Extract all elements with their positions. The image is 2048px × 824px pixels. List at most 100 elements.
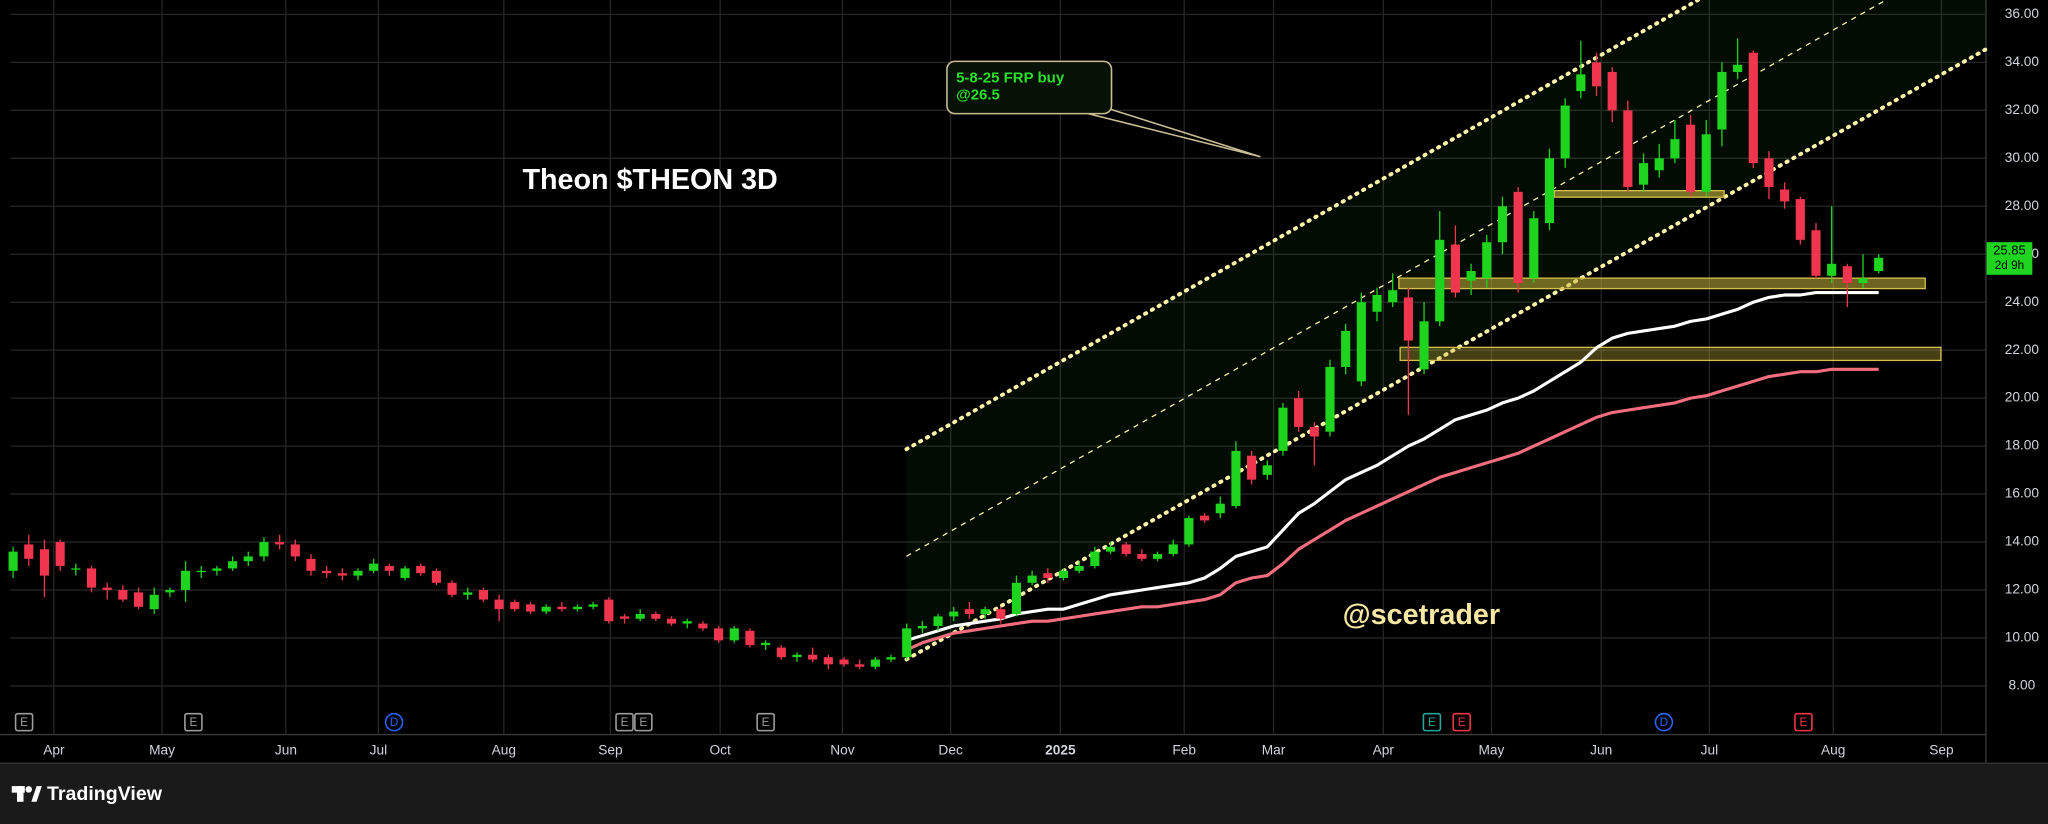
candle-body — [682, 621, 692, 624]
candle-body — [275, 542, 285, 545]
candle-body — [306, 558, 316, 571]
x-tick-label: Apr — [43, 742, 65, 757]
x-tick-label: Nov — [830, 742, 855, 757]
candle-body — [1215, 503, 1225, 514]
candle-body — [322, 570, 332, 574]
candle-body — [1074, 566, 1084, 571]
candle-body — [384, 566, 394, 571]
candle-body — [1607, 71, 1617, 111]
candle-body — [102, 587, 112, 590]
candle-body — [1105, 546, 1116, 552]
x-tick-label: Mar — [1262, 742, 1286, 757]
y-tick-label: 30.00 — [2005, 150, 2040, 165]
y-tick-label: 8.00 — [2009, 678, 2036, 693]
event-label: E — [1428, 716, 1436, 729]
y-tick-label: 16.00 — [2005, 486, 2040, 501]
x-tick-label: Jun — [1590, 742, 1612, 757]
candle-body — [572, 606, 583, 610]
candle-body — [1858, 278, 1868, 284]
candle-body — [447, 582, 457, 595]
candle-body — [55, 542, 65, 567]
candle-body — [1795, 199, 1805, 240]
candle-body — [1152, 554, 1163, 559]
candle-body — [8, 551, 18, 571]
y-tick-label: 32.00 — [2005, 102, 2040, 117]
candle-body — [792, 654, 802, 658]
candle-body — [541, 606, 551, 612]
x-tick-label: 2025 — [1045, 742, 1076, 757]
event-label: E — [762, 716, 770, 729]
candle-body — [290, 544, 300, 557]
candle-body — [1278, 407, 1288, 451]
candle-body — [933, 616, 943, 626]
candle-body — [619, 616, 630, 619]
candle-body — [24, 544, 34, 559]
candle-body — [1388, 290, 1398, 303]
y-tick-label: 20.00 — [2005, 390, 2040, 405]
candle-body — [1686, 124, 1696, 192]
candle-body — [1466, 271, 1476, 281]
candle-body — [118, 589, 128, 600]
candle-body — [1748, 52, 1758, 164]
candle-body — [1403, 297, 1413, 341]
candle-body — [651, 613, 661, 619]
candle-body — [1827, 263, 1837, 276]
candle-body — [1638, 163, 1649, 185]
candle-body — [369, 563, 379, 571]
candle-body — [525, 604, 536, 612]
x-tick-label: May — [1479, 742, 1505, 757]
last-price-label: 25.85 — [1993, 243, 2026, 258]
brand-name: TradingView — [47, 783, 163, 805]
event-label: E — [1800, 716, 1808, 729]
candle-body — [478, 589, 489, 600]
y-tick-label: 10.00 — [2005, 630, 2040, 645]
candle-body — [1262, 465, 1272, 475]
candle-body — [855, 664, 865, 667]
candle-body — [463, 592, 473, 595]
candle-body — [1341, 330, 1351, 367]
event-label: E — [189, 716, 197, 729]
candle-body — [1231, 450, 1241, 507]
x-tick-label: Sep — [1929, 742, 1954, 757]
event-marker — [184, 712, 203, 732]
bar-countdown: 2d 9h — [1995, 259, 2024, 272]
candle-body — [1058, 570, 1069, 579]
x-tick-label: Feb — [1172, 742, 1196, 757]
candle-body — [588, 604, 598, 607]
candle-body — [1137, 554, 1147, 559]
x-tick-label: Aug — [492, 742, 516, 757]
candle-body — [1309, 426, 1319, 437]
candle-body — [823, 657, 833, 665]
candle-body — [1654, 158, 1664, 171]
candle-body — [1560, 105, 1570, 159]
chart-title: Theon $THEON 3D — [522, 164, 777, 196]
candle-body — [1121, 544, 1131, 555]
candle-body — [1733, 64, 1743, 72]
event-marker — [14, 712, 34, 732]
candle-body — [416, 566, 426, 574]
event-marker — [1452, 712, 1471, 732]
candle-body — [776, 647, 786, 658]
x-tick-label: Apr — [1373, 742, 1395, 757]
candle-body — [1529, 218, 1539, 279]
y-tick-label: 34.00 — [2005, 54, 2040, 69]
candle-body — [870, 659, 880, 667]
candle-body — [165, 589, 175, 593]
footer — [0, 763, 2048, 824]
x-tick-label: Jul — [1701, 742, 1719, 757]
candle-body — [808, 654, 818, 660]
candle-body — [149, 594, 159, 610]
candle-body — [729, 628, 739, 641]
candle-body — [886, 657, 896, 660]
candle-body — [1435, 239, 1445, 322]
event-marker — [1794, 712, 1813, 732]
candle-body — [761, 642, 771, 646]
candle-body — [604, 599, 614, 622]
candle-body — [1717, 71, 1727, 130]
candle-body — [1043, 573, 1053, 579]
candle-body — [39, 549, 50, 576]
candle-body — [698, 623, 708, 629]
candle-body — [1419, 321, 1429, 370]
candle-body — [964, 609, 974, 614]
